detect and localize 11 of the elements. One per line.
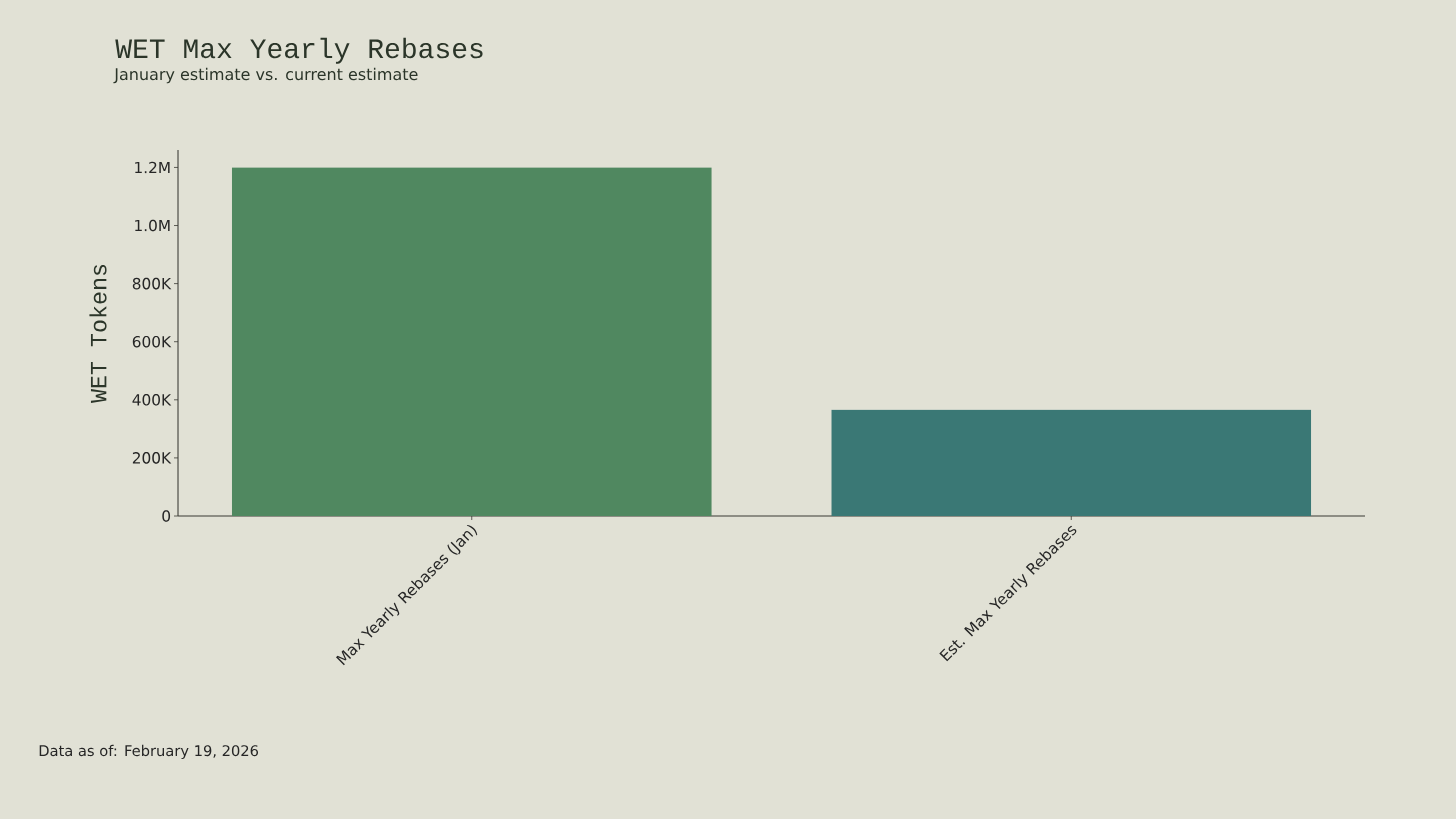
y-tick-label: 400K [132,394,172,406]
text: Data as of: February 19, 2026 [39,744,259,760]
y-tick-label: 1.0M [135,219,170,232]
y-tick-label: 0 [162,510,171,522]
chart-title: WET Max Yearly Rebases [115,37,483,64]
y-tick-label: 600K [132,335,172,348]
y-axis-title: WET Tokens [89,264,107,404]
y-tick-label: 200K [132,452,172,464]
chart-subtitle: January estimate vs. current estimate [113,67,418,84]
y-tick-label: 800K [132,277,172,290]
y-tick-label: 1.2M [135,161,170,174]
